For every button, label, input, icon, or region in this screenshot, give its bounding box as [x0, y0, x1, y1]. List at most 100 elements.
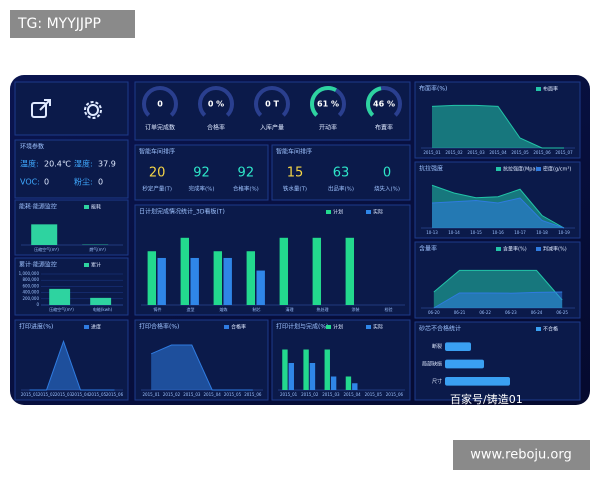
bar [289, 363, 294, 390]
legend-swatch [84, 325, 89, 329]
bar [346, 377, 351, 391]
x-tick-label: 检验 [385, 306, 393, 312]
legend-label: 实际 [373, 209, 383, 216]
gauge-value: 61 % [317, 100, 339, 109]
env-label: 温度: [20, 159, 39, 169]
x-tick-label: 2015_04 [489, 150, 507, 155]
bar [181, 238, 189, 305]
x-tick-label: 10-17 [514, 230, 526, 235]
legend-swatch [224, 325, 229, 329]
x-tick-label: 06-21 [454, 310, 466, 315]
x-tick-label: 06-22 [479, 310, 491, 315]
chart-title: 含量率 [419, 245, 437, 253]
bar [313, 238, 321, 305]
legend-label: 密度(g/cm³) [543, 166, 571, 173]
y-tick-label: 1,000,000 [19, 271, 40, 276]
watermark-top: TG: MYYJJPP [17, 16, 101, 32]
x-tick-label: 06-23 [505, 310, 517, 315]
env-value: 37.9 [98, 160, 116, 169]
legend-label: 不合格 [543, 326, 558, 333]
x-tick-label: 2015_07 [555, 150, 573, 155]
bar [224, 258, 232, 305]
x-tick-label: 2015_04 [72, 392, 90, 397]
panel-title: 环境参数 [20, 143, 44, 151]
legend-swatch [536, 167, 541, 171]
y-tick-label: 200,000 [22, 296, 39, 301]
bar [214, 251, 222, 305]
x-tick-label: 06-24 [531, 310, 543, 315]
legend-swatch [366, 210, 371, 214]
x-tick-label: 10-19 [558, 230, 570, 235]
kpi-value: 92 [193, 166, 210, 181]
legend-label: 含量率(%) [503, 246, 527, 253]
bar [148, 251, 156, 305]
y-tick-label: 800,000 [22, 277, 39, 282]
kpi-value: 15 [287, 166, 304, 181]
legend-swatch [326, 325, 331, 329]
gauge-label: 入库产量 [260, 124, 284, 132]
legend-swatch [496, 167, 501, 171]
x-tick-label: 2015_06 [244, 392, 262, 397]
x-tick-label: 06-25 [556, 310, 568, 315]
kpi-label: 烧失入(%) [374, 185, 400, 193]
gauge-label: 合格率 [207, 124, 225, 132]
kpi-label: 出品率(%) [328, 185, 354, 193]
legend-label: 布面率 [543, 86, 558, 93]
watermark-bottom: www.reboju.org [470, 448, 571, 463]
bar [191, 258, 199, 305]
x-tick-label: 2015_03 [55, 392, 73, 397]
y-tick-label: 600,000 [22, 283, 39, 288]
kpi-label: 合格率(%) [233, 185, 259, 193]
kpi-label: 完成率(%) [188, 185, 214, 193]
chart-title: 累计·能源监控 [19, 261, 57, 269]
legend-label: 累计 [91, 262, 101, 269]
x-tick-label: 2015_03 [322, 392, 340, 397]
chart-title: 抗拉强度 [419, 165, 443, 173]
env-label: 湿度: [74, 159, 93, 169]
gauge-value: 0 % [208, 100, 224, 109]
x-tick-label: 06-20 [428, 310, 440, 315]
x-tick-label: 2015_05 [511, 150, 529, 155]
legend-swatch [536, 327, 541, 331]
panel-title: 智能车间排序 [139, 148, 175, 156]
legend-label: 计划 [333, 209, 343, 216]
x-tick-label: 2015_02 [301, 392, 319, 397]
kpi-value: 0 [383, 166, 391, 181]
bar [445, 342, 471, 351]
x-tick-label: 造型 [187, 306, 195, 312]
x-tick-label: 压缩空气(m³) [49, 306, 74, 312]
x-tick-label: 制芯 [253, 306, 261, 312]
legend-swatch [496, 247, 501, 251]
legend-label: 能耗 [91, 204, 101, 211]
x-tick-label: 熔炼 [220, 306, 228, 312]
x-tick-label: 2015_04 [204, 392, 222, 397]
chart-title: 能耗·能源监控 [19, 203, 57, 211]
x-tick-label: 2015_05 [365, 392, 383, 397]
gauge-label: 布置率 [375, 124, 393, 132]
x-tick-label: 压缩空气(m³) [34, 246, 59, 252]
bar [158, 258, 166, 305]
x-tick-label: 2015_03 [183, 392, 201, 397]
kpi-label: 铁水量(T) [283, 185, 307, 193]
x-tick-label: 电能(kwh) [93, 306, 113, 312]
x-tick-label: 2015_03 [467, 150, 485, 155]
x-tick-label: 10-18 [536, 230, 548, 235]
x-tick-label: 2015_02 [163, 392, 181, 397]
panel [135, 205, 410, 315]
x-tick-label: 铸件 [154, 306, 162, 312]
chart-title: 打印进度(%) [19, 323, 53, 331]
kpi-value: 63 [333, 166, 350, 181]
x-tick-label: 2015_04 [343, 392, 361, 397]
legend-label: 合格率 [231, 324, 246, 331]
legend-swatch [536, 87, 541, 91]
bar [282, 350, 287, 391]
x-tick-label: 热处理 [317, 306, 329, 312]
bar [346, 238, 354, 305]
chart-title: 打印合格率(%) [139, 323, 179, 331]
legend-swatch [84, 263, 89, 267]
y-tick-label: 400,000 [22, 290, 39, 295]
x-tick-label: 2015_01 [423, 150, 441, 155]
x-tick-label: 涂装 [352, 306, 360, 312]
kpi-label: 秒定产量(T) [142, 185, 172, 193]
x-tick-label: 2015_05 [89, 392, 107, 397]
